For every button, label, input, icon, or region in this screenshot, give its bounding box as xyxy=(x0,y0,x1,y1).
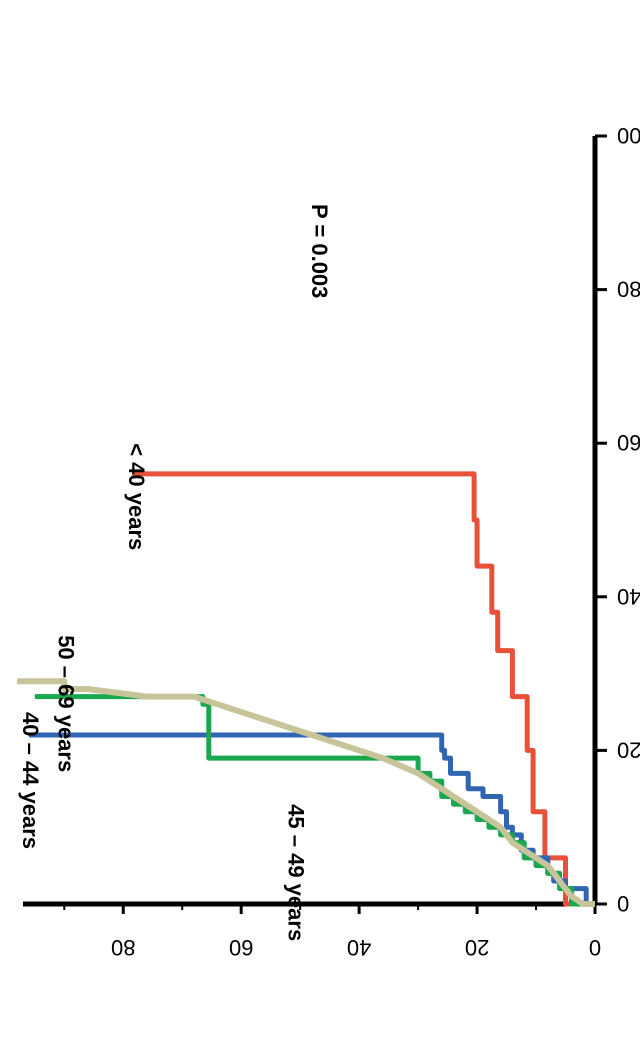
series-label: 45 – 49 years xyxy=(283,804,308,941)
x-tick-label: 80 xyxy=(111,935,135,960)
y-tick-label: 60 xyxy=(617,430,640,455)
x-tick-label: 60 xyxy=(229,935,253,960)
x-tick-label: 0 xyxy=(589,935,601,960)
text-layer: 020406080020406080100Distant metastasis … xyxy=(18,123,640,960)
series-label: 50 – 69 years xyxy=(53,635,78,772)
series-line-4 xyxy=(17,678,595,907)
series-line-1 xyxy=(132,471,595,907)
series-line-3 xyxy=(34,694,595,907)
y-tick-label: 100 xyxy=(617,123,640,148)
axes xyxy=(23,134,607,914)
y-tick-label: 80 xyxy=(617,277,640,302)
y-tick-label: 20 xyxy=(617,737,640,762)
p-value-annotation: P = 0.003 xyxy=(307,204,332,298)
series-line-2 xyxy=(28,732,595,907)
series-label: 40 – 44 years xyxy=(18,712,43,849)
x-tick-label: 40 xyxy=(347,935,371,960)
y-tick-label: 0 xyxy=(617,891,629,916)
x-tick-label: 20 xyxy=(465,935,489,960)
y-tick-label: 40 xyxy=(617,584,640,609)
series-label: < 40 years xyxy=(124,443,149,550)
series-layer xyxy=(17,471,595,907)
